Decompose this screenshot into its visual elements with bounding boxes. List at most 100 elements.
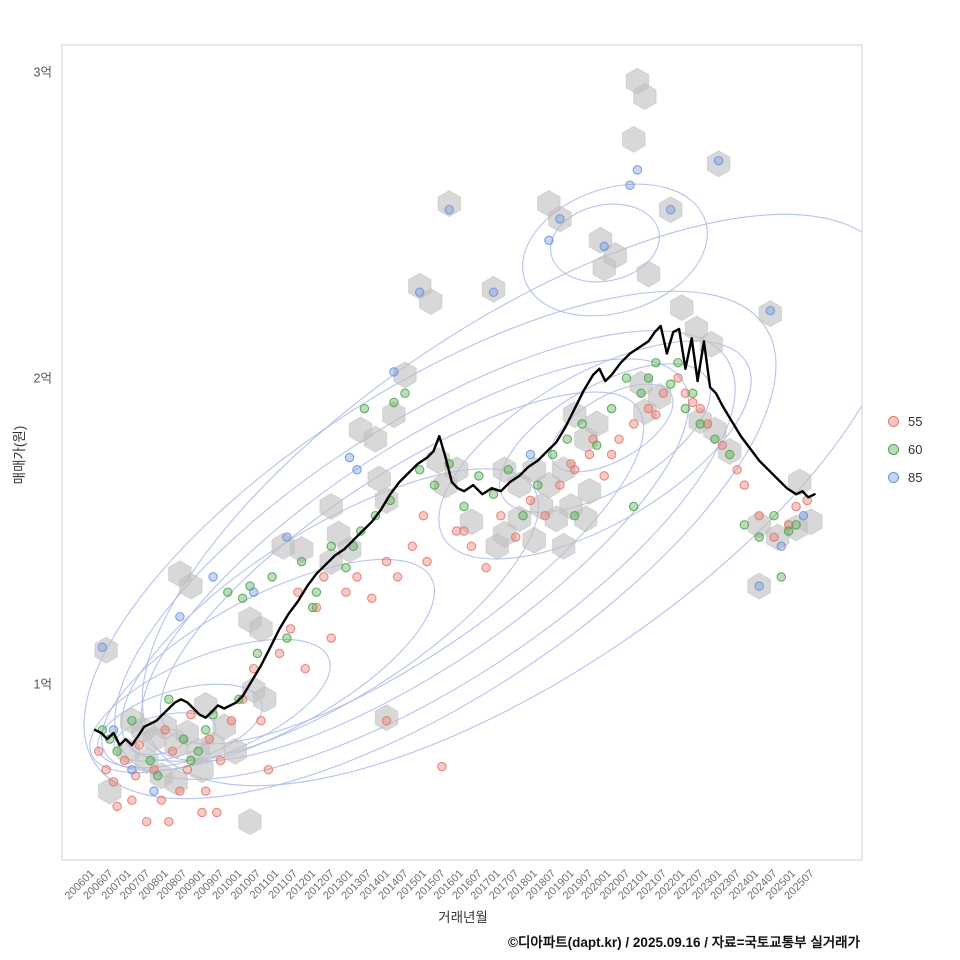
scatter-point-60 <box>267 572 277 582</box>
hexbin-cell <box>190 756 214 784</box>
y-tick-label: 3억 <box>34 66 52 80</box>
scatter-point-55 <box>407 541 418 552</box>
scatter-point-85 <box>389 367 399 377</box>
scatter-point-60 <box>186 755 196 766</box>
hexbin-cell <box>289 535 314 563</box>
scatter-point-85 <box>665 204 676 215</box>
scatter-point-60 <box>429 480 440 490</box>
scatter-point-55 <box>643 403 654 414</box>
scatter-point-60 <box>592 440 602 451</box>
hexbin-cell <box>592 254 616 282</box>
scatter-point-60 <box>307 602 318 613</box>
scatter-point-55 <box>186 709 196 720</box>
scatter-point-55 <box>732 465 742 475</box>
scatter-point-55 <box>263 764 274 775</box>
scatter-point-55 <box>769 532 779 542</box>
scatter-point-85 <box>344 452 355 463</box>
hexbin-cell <box>164 768 188 796</box>
hexbin-cell <box>481 275 506 303</box>
series-55 <box>93 373 812 827</box>
scatter-point-85 <box>282 532 292 542</box>
scatter-point-55 <box>695 403 705 414</box>
y-tick-label: 2억 <box>34 372 52 386</box>
scatter-point-55 <box>112 801 122 812</box>
hexbin-cell <box>636 260 661 288</box>
scatter-point-60 <box>389 397 399 408</box>
hexbin-cell <box>319 492 343 521</box>
legend: 55 60 85 <box>888 414 922 485</box>
scatter-point-60 <box>695 419 705 429</box>
scatter-point-55 <box>680 388 691 399</box>
scatter-point-55 <box>341 587 351 597</box>
legend-item-55: 55 <box>888 414 922 429</box>
scatter-point-85 <box>544 235 554 246</box>
scatter-point-55 <box>204 734 215 744</box>
scatter-point-55 <box>175 786 185 796</box>
scatter-point-55 <box>496 510 506 521</box>
scatter-point-60 <box>724 449 735 460</box>
scatter-point-85 <box>632 165 643 175</box>
hexbin-cell <box>459 508 484 536</box>
scatter-point-60 <box>533 480 543 490</box>
hexbin-cell <box>382 401 406 429</box>
scatter-point-60 <box>710 434 720 444</box>
contour-line <box>499 363 711 513</box>
scatter-point-55 <box>212 807 222 818</box>
scatter-point-55 <box>392 572 403 582</box>
scatter-point-55 <box>584 449 595 460</box>
scatter-point-55 <box>702 419 713 429</box>
plot-area <box>83 67 862 836</box>
scatter-point-85 <box>444 204 454 215</box>
contour-line <box>522 183 708 317</box>
scatter-point-55 <box>688 397 698 408</box>
hexbin-cell <box>747 572 771 600</box>
scatter-point-60 <box>459 501 469 512</box>
plot-border <box>61 44 863 861</box>
x-axis-title: 거래년월 <box>438 910 488 925</box>
scatter-point-60 <box>252 648 263 659</box>
scatter-point-85 <box>127 764 137 775</box>
hexbin-cell <box>633 82 657 111</box>
scatter-point-60 <box>680 403 691 414</box>
hexbin-cell <box>788 468 812 496</box>
scatter-point-85 <box>625 180 635 190</box>
scatter-point-55 <box>459 526 469 536</box>
series-85 <box>97 155 809 796</box>
scatter-point-55 <box>599 471 609 481</box>
scatter-point-55 <box>352 572 362 582</box>
scatter-point-55 <box>256 715 266 726</box>
scatter-point-55 <box>285 624 296 634</box>
hexbin-cell <box>437 190 461 218</box>
legend-marker-icon <box>888 416 899 427</box>
scatter-point-55 <box>614 434 624 444</box>
scatter-point-60 <box>643 373 654 383</box>
scatter-point-85 <box>555 214 565 224</box>
scatter-point-60 <box>651 357 661 368</box>
hexbin-cell <box>548 205 572 233</box>
scatter-point-60 <box>200 725 211 735</box>
scatter-point-60 <box>127 715 137 726</box>
contour-line <box>550 203 660 283</box>
scatter-point-85 <box>248 587 259 597</box>
scatter-point-85 <box>352 465 362 475</box>
scatter-point-60 <box>606 403 617 414</box>
scatter-point-55 <box>274 648 285 659</box>
hexbin-cell <box>522 526 546 554</box>
scatter-point-60 <box>769 510 779 521</box>
scatter-point-55 <box>167 746 178 757</box>
legend-label: 85 <box>908 470 923 485</box>
scatter-point-60 <box>791 520 801 530</box>
scatter-point-60 <box>547 449 558 460</box>
scatter-point-55 <box>108 777 119 787</box>
scatter-point-55 <box>540 510 550 521</box>
scatter-point-60 <box>665 379 676 389</box>
scatter-point-55 <box>93 746 104 757</box>
scatter-point-60 <box>503 465 514 475</box>
scatter-point-55 <box>628 419 639 429</box>
scatter-point-85 <box>525 449 536 460</box>
scatter-point-55 <box>510 532 521 542</box>
scatter-point-60 <box>355 526 366 536</box>
scatter-point-55 <box>606 449 617 460</box>
scatter-point-55 <box>326 633 336 643</box>
scatter-point-55 <box>555 480 565 490</box>
